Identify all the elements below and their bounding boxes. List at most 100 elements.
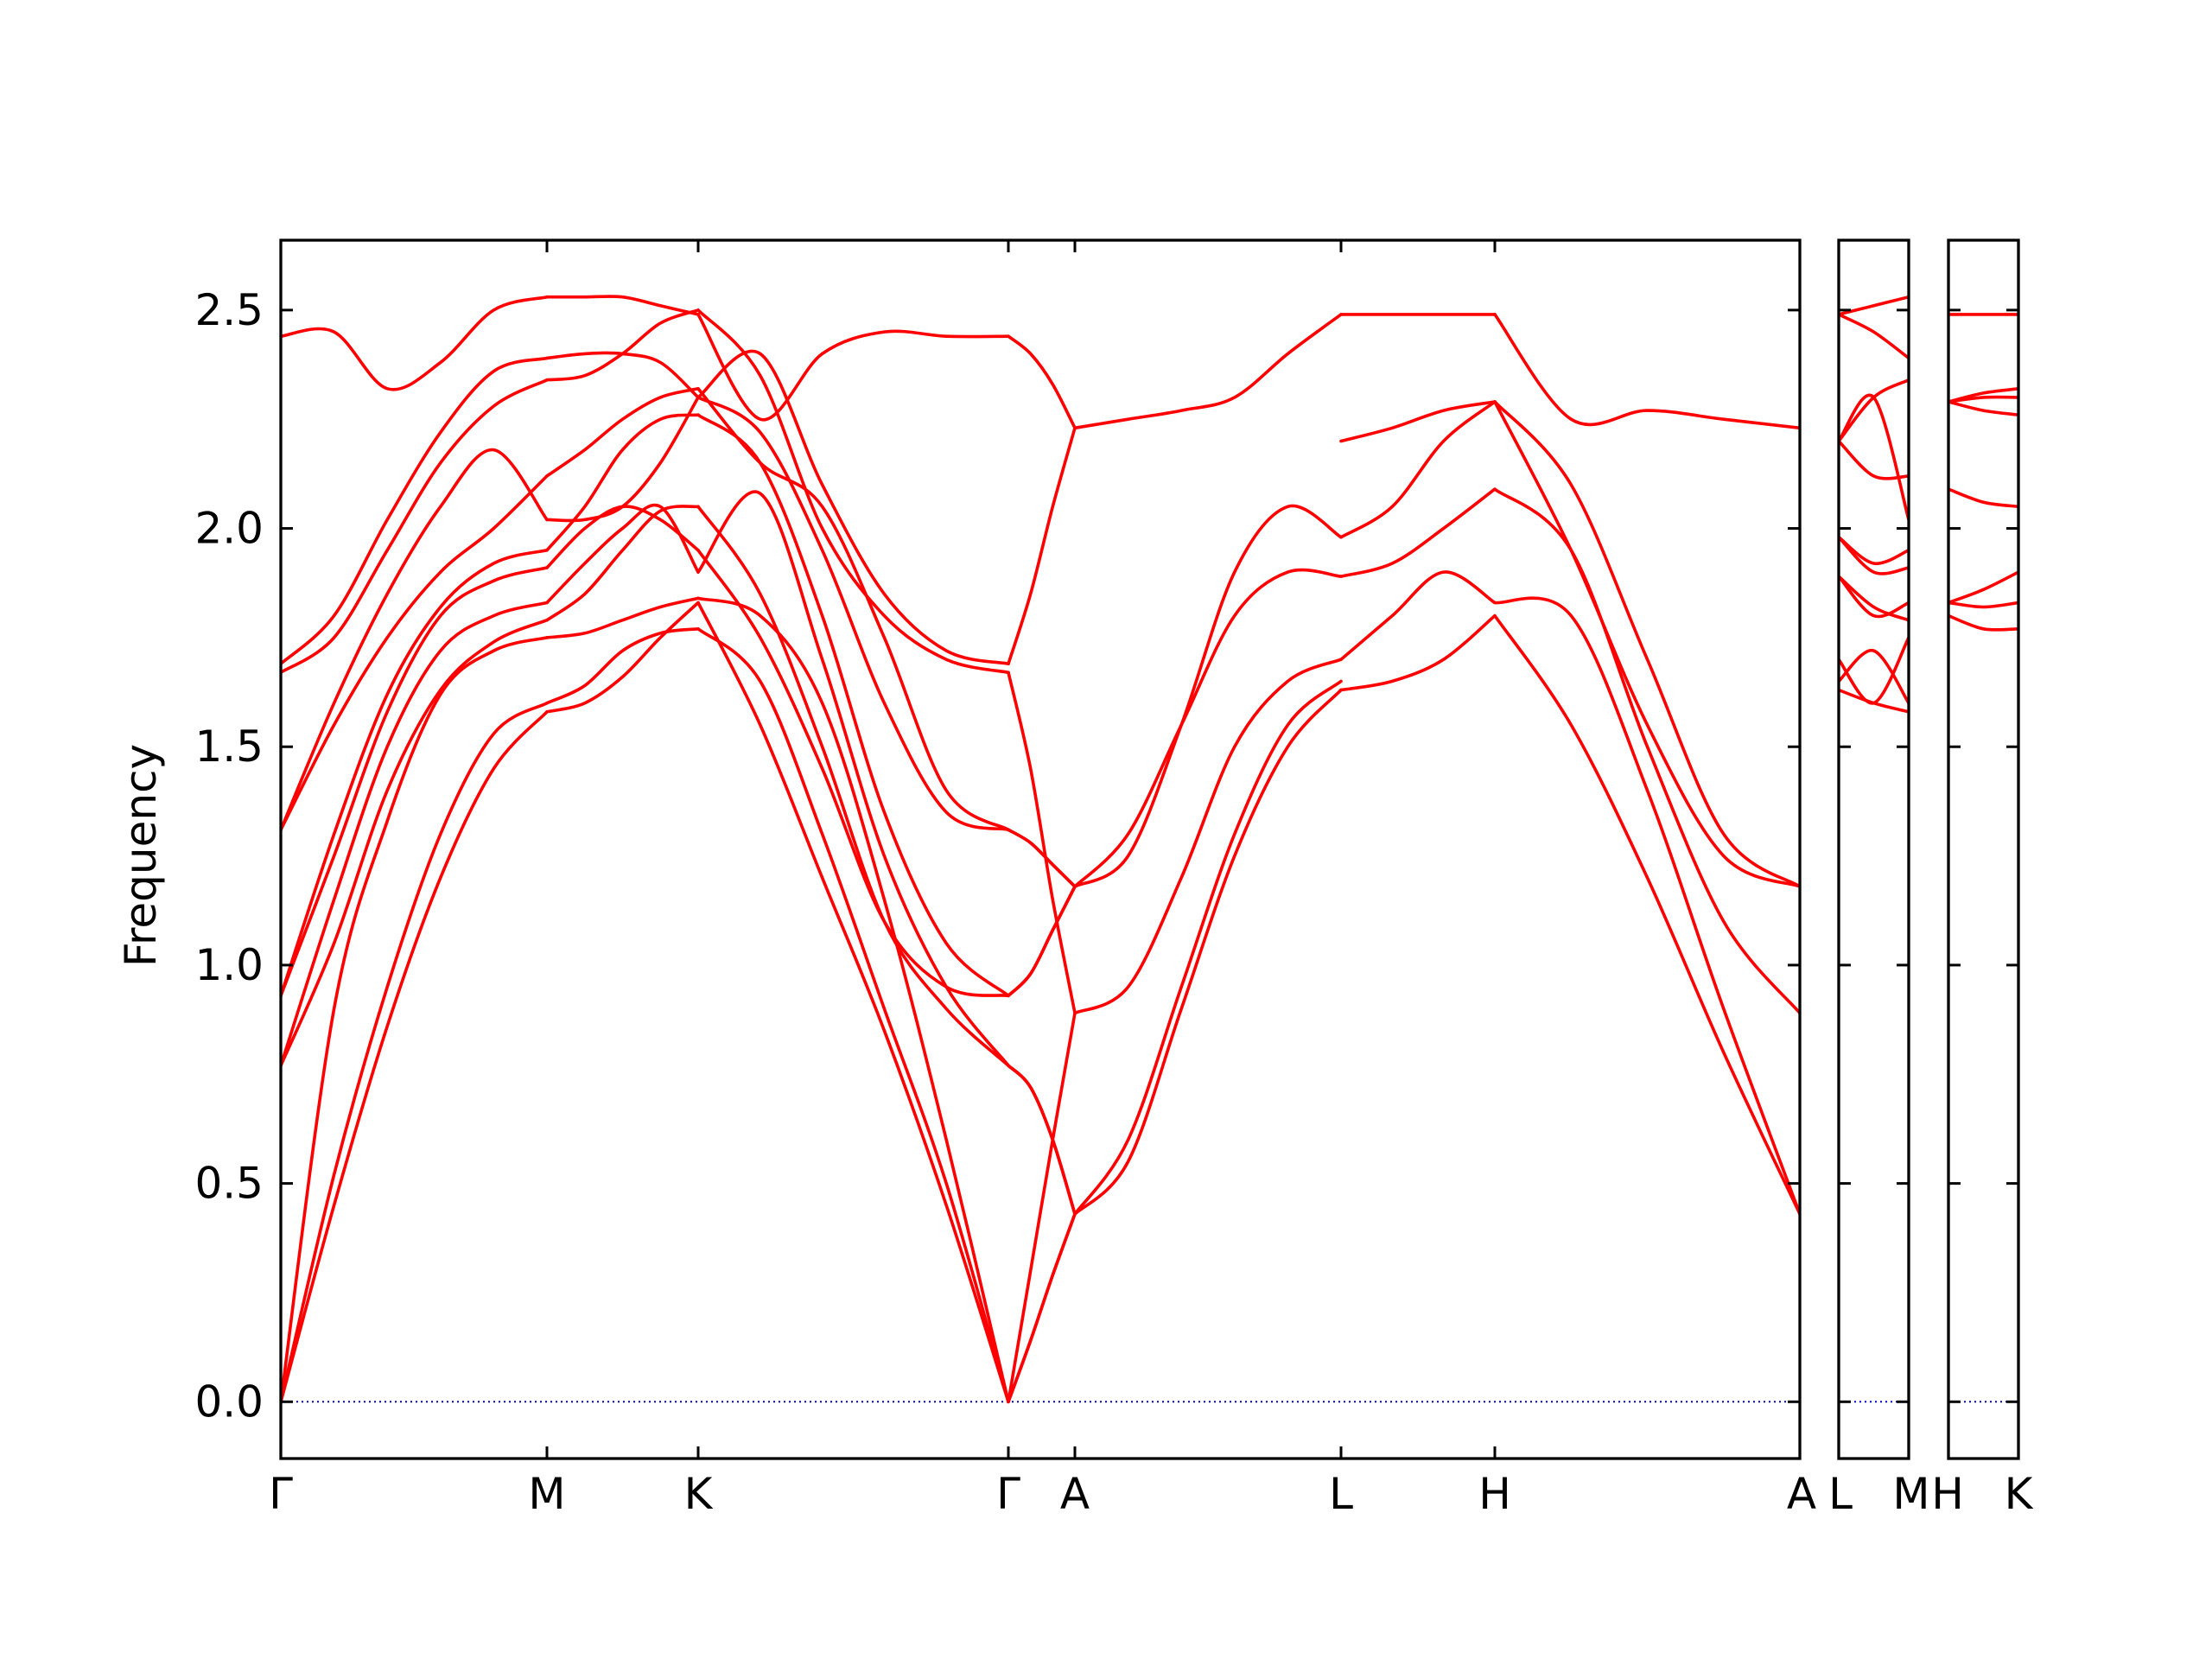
band-line bbox=[545, 505, 700, 569]
band-line bbox=[696, 549, 1010, 998]
band-line bbox=[1073, 313, 1343, 430]
band-line bbox=[1948, 400, 2018, 416]
band-line bbox=[1339, 400, 1497, 443]
band-line bbox=[545, 295, 700, 316]
band-line bbox=[1839, 575, 1909, 619]
plot-frames bbox=[279, 238, 2020, 1460]
band-line bbox=[1007, 426, 1077, 665]
band-line bbox=[696, 505, 1010, 1067]
plot-frame bbox=[1947, 238, 2020, 1460]
band-line bbox=[1839, 378, 1909, 443]
band-line bbox=[1007, 885, 1077, 998]
band-line bbox=[1339, 613, 1497, 692]
band-line bbox=[1493, 400, 1800, 888]
x-tick-label: L bbox=[1828, 1469, 1853, 1519]
band-line bbox=[1839, 439, 1909, 480]
band-line bbox=[281, 710, 549, 1404]
x-tick-label: H bbox=[1478, 1469, 1511, 1519]
x-tick-label: A bbox=[1787, 1469, 1816, 1519]
x-tick-label: Γ bbox=[269, 1469, 293, 1519]
band-line bbox=[1073, 688, 1343, 1216]
band-line bbox=[1493, 313, 1800, 430]
band-line bbox=[1007, 334, 1077, 430]
band-line bbox=[1493, 487, 1800, 1015]
band-line bbox=[281, 378, 549, 675]
band-line bbox=[1839, 295, 1909, 316]
band-panel bbox=[1948, 313, 2018, 632]
x-tick-label: K bbox=[2005, 1469, 2034, 1519]
x-tick-label: L bbox=[1329, 1469, 1353, 1519]
band-line bbox=[1948, 487, 2018, 509]
band-line bbox=[1948, 601, 2018, 609]
y-tick-labels: 0.0 0.5 1.0 1.5 2.0 2.5 bbox=[194, 285, 264, 1427]
y-tick-label: 0.5 bbox=[194, 1159, 264, 1209]
x-tick-label: A bbox=[1060, 1469, 1090, 1519]
band-line bbox=[696, 349, 1010, 665]
band-line bbox=[1839, 313, 1909, 360]
band-line bbox=[696, 596, 1010, 1404]
band-line bbox=[281, 636, 549, 1404]
y-tick-label: 1.0 bbox=[194, 940, 264, 990]
x-tick-label: K bbox=[684, 1469, 714, 1519]
x-tick-label: M bbox=[528, 1469, 565, 1519]
band-line bbox=[545, 503, 700, 605]
band-line bbox=[1007, 671, 1077, 1015]
band-line bbox=[696, 601, 1010, 1404]
band-line bbox=[1007, 1064, 1077, 1216]
band-line bbox=[1007, 1011, 1077, 1404]
band-line bbox=[545, 601, 700, 714]
band-line bbox=[281, 566, 549, 998]
band-line bbox=[696, 313, 1010, 422]
band-line bbox=[1339, 400, 1497, 539]
band-line bbox=[1339, 487, 1497, 578]
band-line bbox=[1073, 658, 1343, 1015]
band-line bbox=[281, 601, 549, 1067]
band-line bbox=[696, 387, 1010, 832]
band-line bbox=[696, 627, 1010, 1404]
y-axis-label: Frequency bbox=[116, 744, 166, 967]
plot-frame bbox=[279, 238, 1802, 1460]
band-line bbox=[1073, 568, 1343, 888]
band-line bbox=[545, 627, 700, 705]
band-line bbox=[1007, 1064, 1077, 1216]
y-tick-label: 2.5 bbox=[194, 285, 264, 335]
band-line bbox=[545, 505, 700, 622]
band-line bbox=[696, 396, 1010, 832]
band-line bbox=[545, 351, 700, 399]
y-tick-label: 0.0 bbox=[194, 1376, 264, 1427]
band-line bbox=[1948, 387, 2018, 404]
band-line bbox=[281, 448, 549, 832]
band-line bbox=[281, 701, 549, 1404]
band-line bbox=[1948, 570, 2018, 605]
band-lines bbox=[281, 295, 2018, 1404]
x-tick-label: H bbox=[1931, 1469, 1964, 1519]
band-line bbox=[1007, 1212, 1077, 1404]
band-line bbox=[1073, 679, 1343, 1216]
band-line bbox=[281, 618, 549, 1067]
band-line bbox=[1839, 688, 1909, 714]
y-tick-label: 2.0 bbox=[194, 504, 264, 554]
band-line bbox=[696, 308, 1010, 675]
band-line bbox=[1839, 636, 1909, 705]
band-line bbox=[1948, 613, 2018, 632]
band-line bbox=[281, 295, 549, 391]
band-line bbox=[1493, 596, 1800, 1216]
band-line bbox=[545, 413, 700, 552]
band-panel bbox=[281, 295, 1800, 1404]
band-line bbox=[1839, 393, 1909, 522]
band-panel bbox=[1839, 295, 1909, 714]
band-line bbox=[1339, 570, 1497, 661]
band-line bbox=[1073, 504, 1343, 888]
band-line bbox=[1493, 613, 1800, 1216]
band-line bbox=[1007, 828, 1077, 888]
band-line bbox=[281, 549, 549, 998]
x-tick-label: Γ bbox=[996, 1469, 1020, 1519]
band-line bbox=[545, 308, 700, 382]
band-line bbox=[281, 474, 549, 832]
band-line bbox=[1839, 535, 1909, 565]
band-line bbox=[1839, 575, 1909, 622]
axis-ticks bbox=[281, 240, 2018, 1459]
plot-frame bbox=[1837, 238, 1910, 1460]
band-line bbox=[545, 596, 700, 639]
